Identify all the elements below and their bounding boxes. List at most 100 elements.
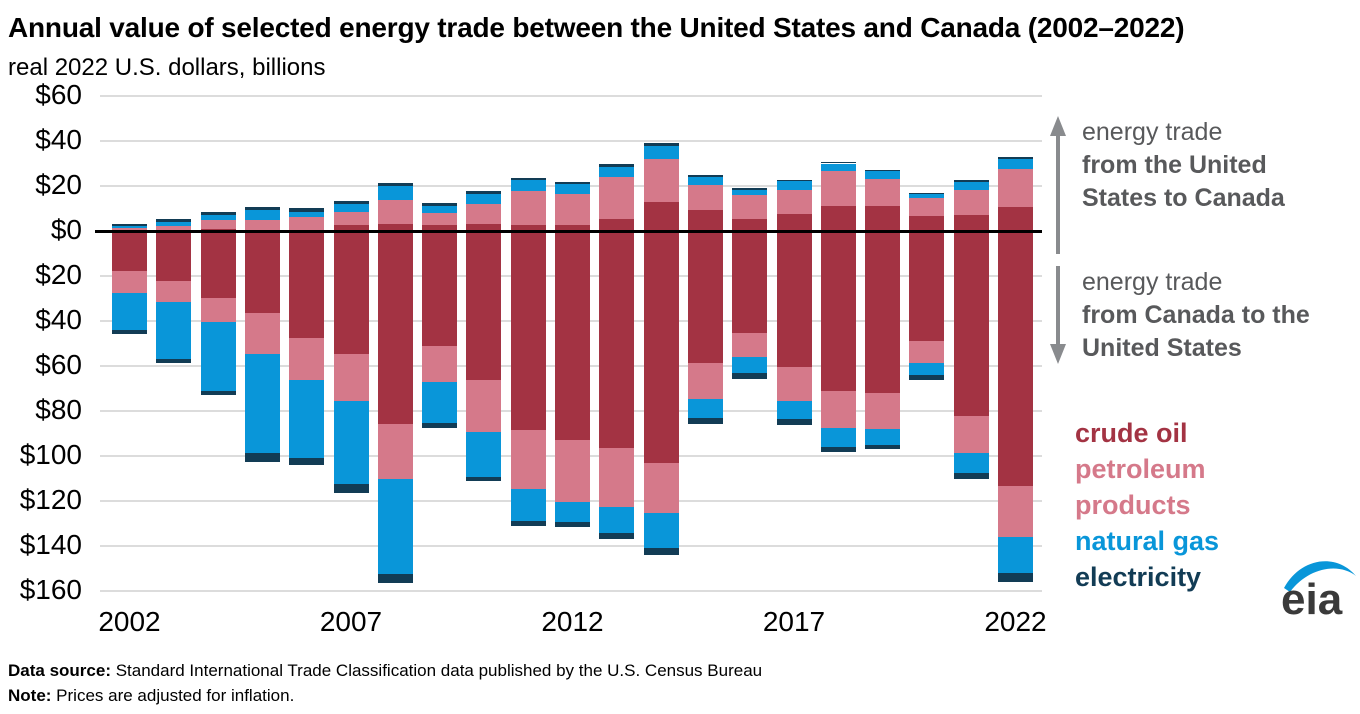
bar-segment-crude-oil — [865, 205, 901, 231]
bar-segment-petroleum-products — [422, 345, 458, 382]
bar-segment-petroleum-products — [687, 185, 723, 211]
bar-segment-crude-oil — [244, 231, 280, 313]
bar-segment-crude-oil — [333, 224, 369, 231]
bar-segment-crude-oil — [156, 231, 192, 281]
eia-logo: eia — [1280, 552, 1358, 624]
bar-segment-crude-oil — [687, 210, 723, 231]
bar-segment-natural-gas — [200, 215, 236, 221]
bar-segment-petroleum-products — [776, 189, 812, 214]
bar-segment-natural-gas — [555, 501, 590, 523]
bar-segment-natural-gas — [510, 488, 546, 521]
y-axis-tick-label: $0 — [50, 214, 82, 245]
bar-segment-petroleum-products — [156, 226, 192, 230]
bar-segment-crude-oil — [510, 225, 546, 231]
bar-segment-crude-oil — [599, 219, 635, 231]
eia-logo-graphic: eia — [1281, 561, 1356, 624]
bar-segment-electricity — [112, 223, 147, 226]
bar-segment-electricity — [599, 533, 635, 540]
bar-segment-natural-gas — [244, 210, 280, 220]
bar-segment-petroleum-products — [953, 415, 989, 454]
bar-segment-petroleum-products — [909, 197, 945, 216]
bar-segment-electricity — [377, 183, 413, 187]
annotation-line: energy trade — [1082, 118, 1223, 146]
bar-segment-natural-gas — [643, 513, 679, 548]
bar-segment-crude-oil — [776, 231, 812, 367]
bar-segment-electricity — [643, 547, 679, 555]
bar-segment-petroleum-products — [555, 440, 590, 502]
bar-segment-natural-gas — [953, 181, 989, 190]
bar-segment-petroleum-products — [244, 312, 280, 354]
annotation-line: United States — [1082, 334, 1242, 362]
annotation-canada-to-us: energy trade from Canada to the United S… — [1048, 266, 1310, 365]
bar-segment-petroleum-products — [200, 220, 236, 230]
bar-segment-natural-gas — [998, 536, 1033, 574]
bar-segment-electricity — [244, 206, 280, 211]
bar-segment-petroleum-products — [776, 366, 812, 402]
bar-segment-petroleum-products — [510, 429, 546, 489]
bar-segment-crude-oil — [820, 205, 856, 231]
bar-segment-electricity — [377, 573, 413, 584]
y-axis-tick-label: $40 — [35, 304, 82, 335]
bar-segment-natural-gas — [156, 301, 192, 360]
bar-segment-electricity — [820, 162, 856, 164]
bar-segment-petroleum-products — [377, 200, 413, 224]
bar-segment-electricity — [466, 476, 502, 481]
bar-segment-crude-oil — [776, 213, 812, 231]
footer-data-source-label: Data source: — [8, 661, 111, 680]
bar-segment-crude-oil — [643, 231, 679, 464]
bar-segment-electricity — [732, 372, 768, 379]
bar-segment-petroleum-products — [953, 189, 989, 216]
bar-segment-natural-gas — [112, 225, 147, 228]
bar-segment-electricity — [555, 182, 590, 184]
bar-segment-petroleum-products — [599, 177, 635, 220]
gridline — [100, 140, 1042, 142]
bar-segment-electricity — [776, 179, 812, 181]
eia-logo-text: eia — [1281, 575, 1343, 618]
bar-segment-crude-oil — [377, 231, 413, 425]
bar-segment-crude-oil — [200, 231, 236, 298]
bar-segment-petroleum-products — [333, 354, 369, 401]
bar-segment-electricity — [289, 457, 325, 466]
bar-segment-natural-gas — [998, 159, 1033, 170]
bar-segment-electricity — [510, 520, 546, 526]
bar-segment-electricity — [687, 417, 723, 425]
footer: Data source: Standard International Trad… — [8, 658, 762, 708]
bar-segment-crude-oil — [687, 231, 723, 364]
bar-segment-petroleum-products — [466, 204, 502, 225]
bar-segment-electricity — [422, 202, 458, 206]
bar-segment-crude-oil — [112, 231, 147, 272]
bar-segment-electricity — [998, 157, 1033, 160]
bar-segment-crude-oil — [333, 231, 369, 355]
bar-segment-petroleum-products — [732, 332, 768, 357]
bar-segment-natural-gas — [732, 190, 768, 195]
bar-segment-crude-oil — [555, 225, 590, 231]
footer-note-text: Prices are adjusted for inflation. — [51, 686, 295, 705]
y-axis-tick-label: $120 — [19, 484, 82, 515]
bar-segment-natural-gas — [555, 183, 590, 194]
y-axis-tick-label: $100 — [19, 439, 82, 470]
annotation-us-to-canada: energy trade from the United States to C… — [1048, 116, 1285, 256]
bar-segment-electricity — [687, 174, 723, 177]
bar-segment-petroleum-products — [555, 193, 590, 226]
bar-segment-electricity — [333, 484, 369, 494]
bar-segment-natural-gas — [732, 356, 768, 373]
bar-segment-natural-gas — [289, 380, 325, 458]
bar-segment-natural-gas — [820, 428, 856, 447]
footer-data-source: Data source: Standard International Trad… — [8, 658, 762, 683]
bar-segment-petroleum-products — [599, 448, 635, 508]
chart-subtitle: real 2022 U.S. dollars, billions — [8, 54, 326, 81]
bar-segment-crude-oil — [732, 219, 768, 231]
bar-segment-natural-gas — [599, 507, 635, 534]
bar-segment-natural-gas — [687, 177, 723, 186]
gridline — [100, 545, 1042, 547]
bar-segment-electricity — [555, 522, 590, 528]
bar-segment-crude-oil — [909, 215, 945, 231]
bar-segment-crude-oil — [466, 224, 502, 231]
bar-segment-petroleum-products — [112, 271, 147, 293]
bar-segment-electricity — [998, 573, 1033, 583]
bar-segment-natural-gas — [820, 163, 856, 171]
bar-segment-electricity — [510, 178, 546, 181]
y-axis-tick-label: $60 — [35, 79, 82, 110]
bar-segment-electricity — [643, 143, 679, 146]
